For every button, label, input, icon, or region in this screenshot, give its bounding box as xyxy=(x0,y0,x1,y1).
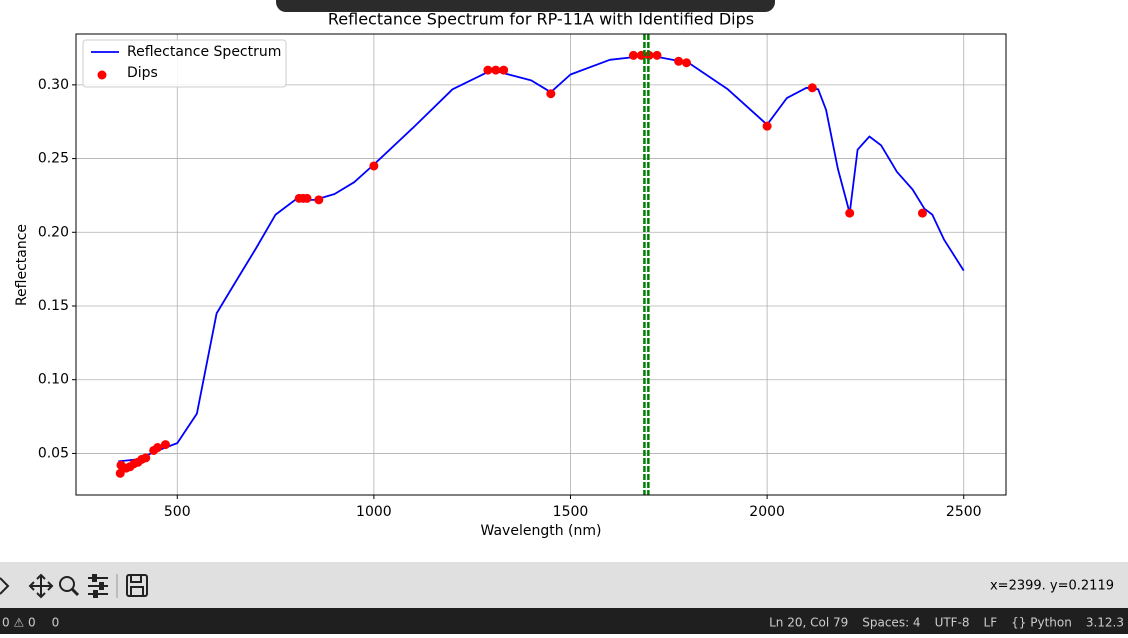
dip-point xyxy=(141,453,151,463)
x-axis-label: Wavelength (nm) xyxy=(481,523,602,539)
x-tick-label: 1000 xyxy=(356,504,392,520)
status-item[interactable]: Spaces: 4 xyxy=(862,616,920,630)
y-tick-label: 0.10 xyxy=(38,372,69,388)
zoom-button[interactable] xyxy=(59,576,80,597)
status-item[interactable]: Ln 20, Col 79 xyxy=(769,616,848,630)
legend-label: Dips xyxy=(127,65,158,81)
title-bar-pill[interactable] xyxy=(276,0,775,12)
dip-point xyxy=(314,195,324,205)
status-item[interactable]: {} Python xyxy=(1011,616,1072,630)
status-item: 0 ⚠ 0 xyxy=(2,616,36,630)
legend-box xyxy=(82,39,287,88)
status-item[interactable]: 3.12.3 xyxy=(1086,616,1124,630)
dip-point xyxy=(546,89,556,99)
axes-frame xyxy=(75,33,1007,496)
dip-point xyxy=(807,83,817,93)
toolbar-buttons xyxy=(0,573,148,599)
y-axis-label: Reflectance xyxy=(14,224,30,306)
cursor-coordinates: x=2399. y=0.2119 xyxy=(990,579,1114,594)
dip-point xyxy=(115,468,125,478)
status-item[interactable]: LF xyxy=(984,616,998,630)
x-tick-label: 500 xyxy=(164,504,191,520)
dip-point xyxy=(845,208,855,218)
dip-point xyxy=(153,443,163,453)
save-button[interactable] xyxy=(126,574,148,597)
y-tick-label: 0.15 xyxy=(38,298,69,314)
configure-button[interactable] xyxy=(88,574,108,598)
dip-point xyxy=(628,50,638,60)
legend-label: Reflectance Spectrum xyxy=(127,44,281,60)
back-button[interactable] xyxy=(0,577,10,595)
plot: 500 1000 1500 2000 2500 0.05 0.10 0.15 0.20 0.25 0… xyxy=(38,33,1007,520)
y-tick-label: 0.25 xyxy=(38,151,69,167)
spectrum-line xyxy=(118,54,965,463)
status-items: 0 ⚠ 0 0 3.12.3 {} Python LF UTF-8 Spaces: 4 Ln … xyxy=(2,616,1124,630)
toolbar xyxy=(0,562,1128,608)
dip-point xyxy=(917,208,927,218)
x-tick-label: 1500 xyxy=(553,504,589,520)
dip-point xyxy=(160,440,170,450)
x-tick-label: 2500 xyxy=(946,504,982,520)
dip-point xyxy=(491,65,501,75)
dip-point xyxy=(652,50,662,60)
dip-point xyxy=(762,121,772,131)
legend-swatch xyxy=(97,70,107,80)
y-tick-label: 0.20 xyxy=(38,224,69,240)
dip-point xyxy=(681,58,691,68)
y-tick-label: 0.05 xyxy=(38,445,69,461)
pan-button[interactable] xyxy=(28,573,54,599)
dip-point xyxy=(674,56,684,66)
y-tick-label: 0.30 xyxy=(38,77,69,93)
dip-point xyxy=(302,193,312,203)
dip-point xyxy=(369,161,379,171)
status-item: 0 xyxy=(52,616,60,630)
dip-point xyxy=(499,65,509,75)
x-tick-label: 2000 xyxy=(749,504,785,520)
dip-point xyxy=(483,65,493,75)
chart-title: Reflectance Spectrum for RP-11A with Ide… xyxy=(328,10,754,29)
status-item[interactable]: UTF-8 xyxy=(935,616,970,630)
figure-background xyxy=(0,0,1128,562)
status-bar xyxy=(0,608,1128,634)
